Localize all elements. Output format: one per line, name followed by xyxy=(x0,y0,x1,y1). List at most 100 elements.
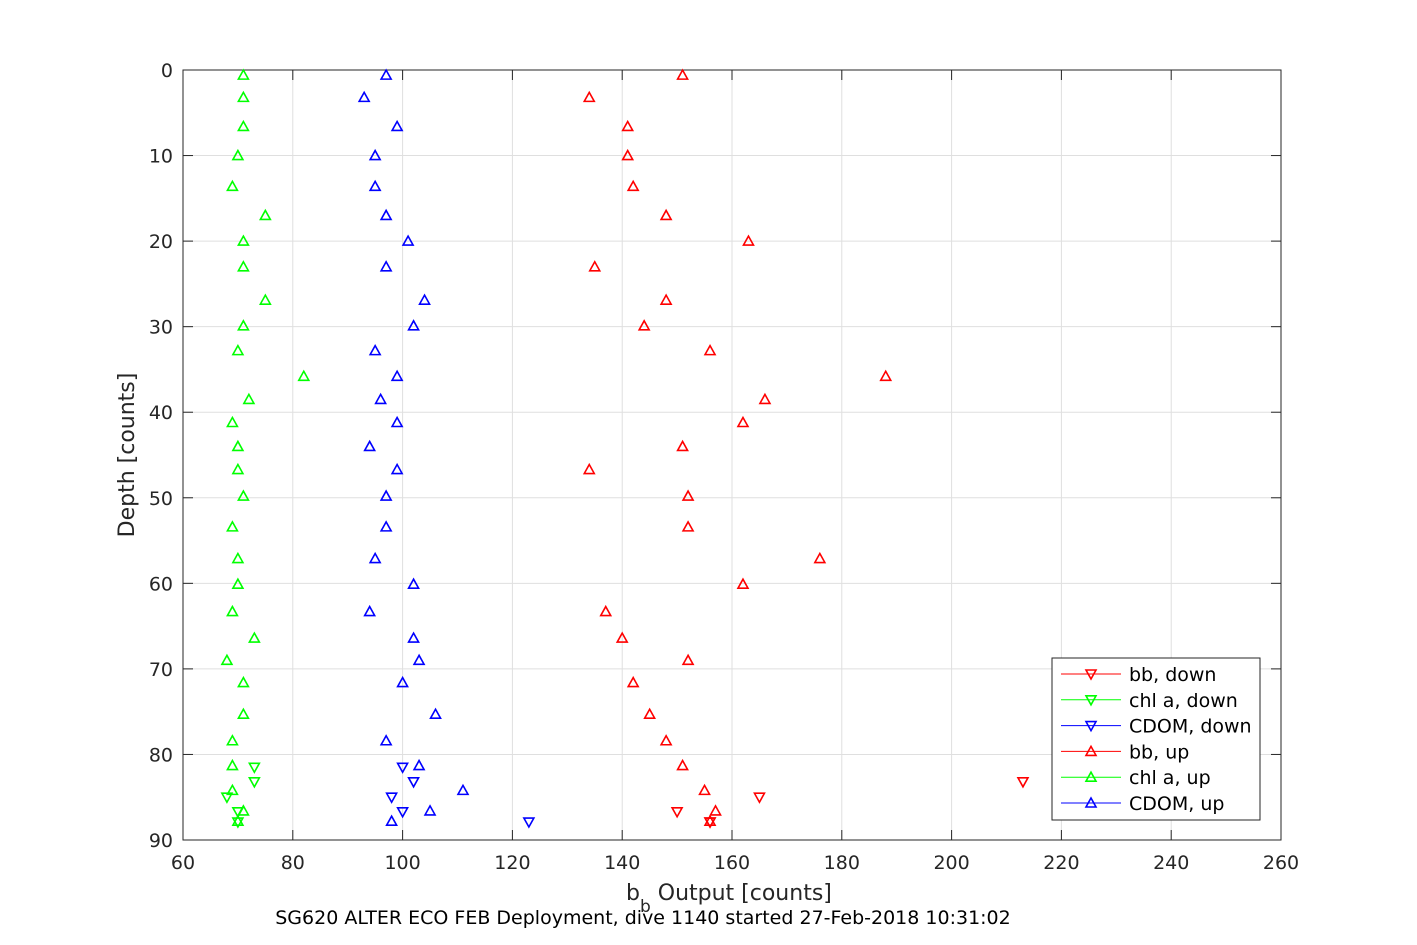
data-point xyxy=(368,179,382,192)
data-point xyxy=(456,783,470,796)
data-point xyxy=(379,68,393,80)
legend-item: CDOM, down xyxy=(1061,716,1252,738)
data-point xyxy=(390,369,404,382)
y-tick-label: 40 xyxy=(149,402,173,424)
legend-label: chl a, down xyxy=(1129,690,1238,712)
x-tick-label: 160 xyxy=(714,852,750,874)
x-tick-label: 180 xyxy=(824,852,860,874)
data-point xyxy=(231,817,245,829)
data-point xyxy=(703,814,717,826)
data-point xyxy=(231,148,245,161)
data-point xyxy=(258,208,272,221)
data-point xyxy=(423,804,437,816)
data-point xyxy=(659,293,673,305)
x-tick-label: 260 xyxy=(1263,852,1299,874)
x-tick-label: 100 xyxy=(384,852,420,874)
legend: bb, down chl a, down CDOM, down bb, up chl a… xyxy=(1051,657,1261,821)
legend-label: CDOM, up xyxy=(1129,793,1224,815)
x-axis-label-subscript: b xyxy=(640,897,651,917)
data-point xyxy=(226,734,239,746)
series-2 xyxy=(385,762,536,829)
chart-caption: SG620 ALTER ECO FEB Deployment, dive 114… xyxy=(275,907,1010,929)
data-point xyxy=(297,369,311,382)
legend-item: chl a, up xyxy=(1061,767,1211,789)
data-point xyxy=(626,179,640,192)
x-tick-label: 120 xyxy=(494,852,530,874)
data-point xyxy=(615,631,629,643)
legend-marker xyxy=(1084,720,1098,733)
data-point xyxy=(379,520,393,532)
data-point xyxy=(231,439,245,452)
data-point xyxy=(637,319,651,331)
data-point xyxy=(363,439,377,452)
legend-marker xyxy=(1084,669,1098,681)
data-point xyxy=(231,343,245,356)
data-point xyxy=(670,806,684,819)
data-point xyxy=(879,369,893,382)
y-tick-label: 70 xyxy=(149,659,173,681)
series-4 xyxy=(220,68,311,826)
y-tick-label: 0 xyxy=(161,60,173,82)
data-point xyxy=(522,817,536,829)
data-point xyxy=(412,653,426,666)
y-tick-label: 60 xyxy=(149,573,173,595)
data-point xyxy=(248,762,261,774)
data-point xyxy=(753,792,766,804)
x-tick-label: 220 xyxy=(1043,852,1079,874)
data-point xyxy=(390,415,404,428)
data-point xyxy=(643,707,657,720)
data-point xyxy=(681,520,695,532)
data-point xyxy=(703,343,717,356)
data-point xyxy=(237,90,250,103)
x-axis-label: bb Output [counts] xyxy=(626,881,832,917)
x-axis-label-rest: Output [counts] xyxy=(651,881,832,906)
legend-marker xyxy=(1084,796,1098,808)
data-point xyxy=(412,758,426,771)
data-point xyxy=(681,489,695,501)
legend-item: CDOM, up xyxy=(1061,793,1224,815)
data-point xyxy=(676,68,689,80)
data-point xyxy=(390,119,404,132)
data-point xyxy=(385,792,398,804)
data-point xyxy=(237,68,250,80)
data-point xyxy=(396,806,409,819)
series-0 xyxy=(670,777,1030,829)
data-point xyxy=(258,293,272,305)
data-point xyxy=(226,179,239,192)
x-tick-label: 140 xyxy=(604,852,640,874)
data-point xyxy=(237,489,250,501)
x-tick-label: 200 xyxy=(933,852,969,874)
legend-item: bb, down xyxy=(1061,664,1216,686)
data-point xyxy=(237,119,250,132)
data-point xyxy=(237,804,250,816)
x-tick-label: 80 xyxy=(281,852,305,874)
data-point xyxy=(231,814,245,826)
data-point xyxy=(401,234,415,246)
data-point xyxy=(626,675,640,688)
data-point xyxy=(368,551,382,564)
data-point xyxy=(621,148,635,161)
data-point xyxy=(368,343,382,356)
data-point xyxy=(621,119,635,132)
data-point xyxy=(237,707,250,720)
data-point xyxy=(226,520,239,532)
series-3 xyxy=(582,68,893,826)
data-point xyxy=(237,260,250,272)
legend-marker xyxy=(1084,770,1098,783)
data-point xyxy=(237,234,250,246)
series-5 xyxy=(357,68,470,826)
data-point xyxy=(582,90,596,103)
y-tick-label: 90 xyxy=(149,830,173,852)
x-tick-label: 60 xyxy=(171,852,195,874)
data-point xyxy=(676,758,689,771)
legend-item: chl a, down xyxy=(1061,690,1238,712)
legend-item: bb, up xyxy=(1061,741,1189,763)
legend-label: chl a, up xyxy=(1129,767,1211,789)
data-point xyxy=(396,762,409,774)
data-point xyxy=(374,392,387,405)
data-point xyxy=(242,392,256,405)
data-point xyxy=(676,439,689,452)
data-point xyxy=(599,604,613,617)
y-tick-label: 30 xyxy=(149,317,173,339)
